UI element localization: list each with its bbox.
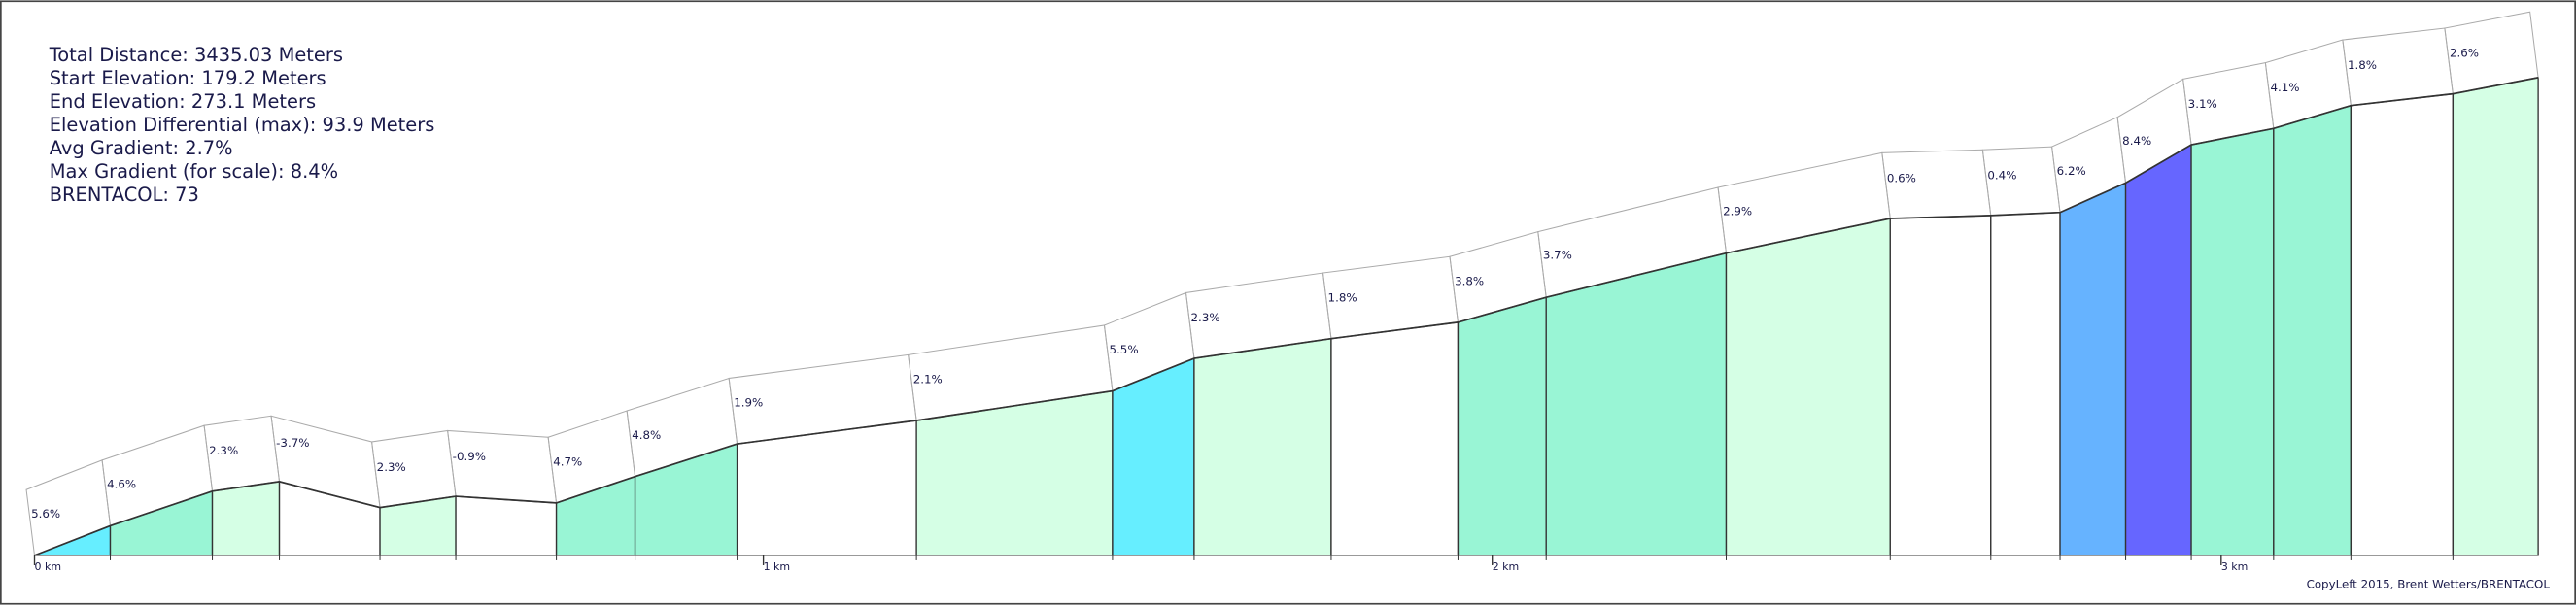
stat-line: Max Gradient (for scale): 8.4% [50, 160, 338, 183]
segment [1725, 218, 1891, 556]
stat-line: Total Distance: 3435.03 Meters [49, 44, 343, 66]
segment [1112, 357, 1195, 556]
gradient-label: -3.7% [276, 436, 309, 450]
segment [2124, 143, 2192, 556]
gradient-label: 5.6% [31, 507, 60, 521]
gradient-label: 1.9% [734, 396, 763, 410]
x-tick-label: 2 km [1493, 560, 1520, 573]
gradient-label: 3.1% [2188, 97, 2217, 111]
segment [1889, 215, 1992, 556]
gradient-label: 3.7% [1543, 249, 1572, 262]
gradient-label: 1.8% [2348, 58, 2377, 72]
profile-line [34, 77, 2539, 556]
gradient-label: 4.1% [2270, 81, 2299, 94]
stat-line: Avg Gradient: 2.7% [50, 137, 233, 159]
gradient-label: 8.4% [2122, 134, 2151, 148]
segment [2452, 77, 2539, 556]
stat-line: Elevation Differential (max): 93.9 Meter… [50, 114, 435, 136]
gradient-label: 4.6% [107, 478, 136, 491]
x-tick-label: 1 km [764, 560, 791, 573]
footer: CopyLeft 2015, Brent Wetters/BRENTACOL [2307, 578, 2551, 591]
segment [2350, 92, 2455, 556]
gradient-label: 2.3% [377, 460, 406, 474]
gradient-label: 4.8% [632, 428, 661, 442]
x-tick-label: 0 km [35, 560, 62, 573]
gradient-label: 5.5% [1110, 343, 1139, 356]
segment [2059, 182, 2127, 556]
gradient-label: 0.6% [1887, 172, 1916, 185]
segment [1330, 321, 1460, 556]
segment [1457, 296, 1547, 556]
gradient-label: 2.6% [2450, 47, 2479, 60]
segment [2273, 104, 2353, 556]
segment [211, 481, 281, 556]
segment [1193, 337, 1332, 556]
gradient-label: 6.2% [2057, 164, 2086, 178]
gradient-label: 2.1% [913, 372, 943, 386]
gradient-label: 4.7% [553, 454, 582, 468]
gradient-label: 2.9% [1723, 205, 1752, 218]
stat-line: Start Elevation: 179.2 Meters [50, 67, 326, 89]
segment [1990, 212, 2061, 556]
segment [2190, 127, 2275, 556]
gradient-label: 0.4% [1987, 169, 2016, 183]
gradient-label: 2.3% [209, 444, 238, 457]
gradient-label: 2.3% [1191, 311, 1220, 324]
gradient-label: 1.8% [1328, 291, 1357, 305]
x-tick-label: 3 km [2221, 560, 2249, 573]
segment [1545, 252, 1728, 556]
gradient-label: -0.9% [453, 450, 486, 463]
stat-line: End Elevation: 273.1 Meters [50, 90, 316, 113]
gradient-label: 3.8% [1455, 274, 1484, 287]
stat-line: BRENTACOL: 73 [50, 184, 199, 206]
segment [455, 495, 558, 556]
